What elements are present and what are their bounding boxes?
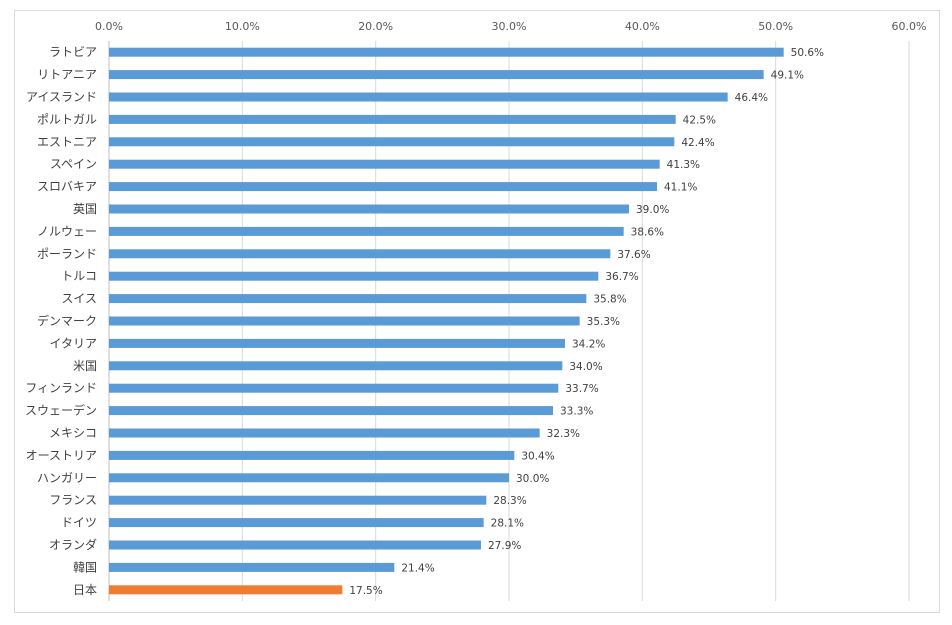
x-tick-label: 0.0% bbox=[95, 20, 123, 33]
bar bbox=[109, 92, 728, 102]
bar bbox=[109, 114, 676, 124]
category-label: デンマーク bbox=[37, 313, 97, 328]
bar bbox=[109, 406, 553, 416]
data-label: 39.0% bbox=[636, 204, 669, 216]
x-tick-label: 30.0% bbox=[492, 20, 527, 33]
bar-chart: 0.0% 10.0% 20.0% 30.0% 40.0% 50.0% 60.0% ラトビアリ… bbox=[25, 20, 926, 601]
bar bbox=[109, 70, 764, 80]
category-label: 米国 bbox=[73, 359, 97, 373]
data-label: 49.1% bbox=[771, 70, 804, 82]
category-label: イタリア bbox=[49, 336, 97, 350]
category-label: リトアニア bbox=[37, 68, 97, 82]
bar bbox=[109, 204, 629, 214]
bar bbox=[109, 540, 481, 550]
category-label: 日本 bbox=[73, 583, 97, 597]
bars bbox=[109, 47, 784, 595]
data-label: 46.4% bbox=[735, 92, 768, 104]
category-label: フィンランド bbox=[25, 381, 97, 395]
category-label: フランス bbox=[49, 493, 97, 507]
bar bbox=[109, 585, 343, 595]
bar bbox=[109, 271, 599, 281]
category-label: ドイツ bbox=[61, 516, 97, 530]
category-label: エストニア bbox=[37, 135, 97, 149]
chart-frame: 0.0% 10.0% 20.0% 30.0% 40.0% 50.0% 60.0% ラトビアリ… bbox=[14, 10, 940, 613]
data-label: 21.4% bbox=[401, 562, 434, 574]
category-label: スロバキア bbox=[37, 180, 97, 194]
bar bbox=[109, 137, 675, 147]
category-label: ハンガリー bbox=[37, 471, 97, 485]
bar bbox=[109, 338, 565, 348]
category-label: ポルトガル bbox=[37, 112, 97, 126]
category-label: オランダ bbox=[49, 537, 97, 552]
data-label: 50.6% bbox=[791, 47, 824, 59]
data-label: 42.5% bbox=[683, 114, 716, 126]
category-label: アイスランド bbox=[26, 90, 97, 104]
category-label: スウェーデン bbox=[25, 403, 97, 418]
category-label: スイス bbox=[61, 292, 97, 306]
category-label: 韓国 bbox=[73, 560, 97, 574]
x-tick-label: 60.0% bbox=[892, 20, 927, 33]
category-label: メキシコ bbox=[49, 426, 97, 440]
bar bbox=[109, 450, 515, 460]
bar bbox=[109, 182, 657, 192]
category-labels: ラトビアリトアニアアイスランドポルトガルエストニアスペインスロバキア英国ノルウェ… bbox=[25, 45, 97, 597]
data-label: 36.7% bbox=[605, 271, 638, 283]
data-label: 33.3% bbox=[560, 406, 593, 418]
category-label: ノルウェー bbox=[37, 224, 97, 238]
data-label: 41.3% bbox=[667, 159, 700, 171]
data-label: 38.6% bbox=[631, 226, 664, 238]
bar bbox=[109, 518, 484, 528]
x-tick-label: 10.0% bbox=[225, 20, 260, 33]
bar bbox=[109, 47, 784, 57]
x-tick-label: 20.0% bbox=[358, 20, 393, 33]
category-label: オーストリア bbox=[26, 448, 97, 462]
data-label: 27.9% bbox=[488, 540, 521, 552]
data-label: 30.4% bbox=[521, 450, 554, 462]
data-label: 32.3% bbox=[547, 428, 580, 440]
data-label: 34.2% bbox=[572, 338, 605, 350]
data-label: 30.0% bbox=[516, 473, 549, 485]
category-label: ラトビア bbox=[49, 45, 97, 59]
x-tick-label: 40.0% bbox=[625, 20, 660, 33]
category-label: 英国 bbox=[73, 202, 97, 216]
data-label: 42.4% bbox=[681, 137, 714, 149]
data-label: 35.8% bbox=[593, 294, 626, 306]
bar bbox=[109, 361, 563, 371]
data-label: 34.0% bbox=[569, 361, 602, 373]
category-label: トルコ bbox=[61, 269, 97, 283]
data-labels: 50.6% 49.1%46.4% 42.5% 42.4% 41.3% 41.1% 39.0%… bbox=[349, 47, 824, 597]
category-label: スペイン bbox=[50, 157, 97, 171]
data-label: 37.6% bbox=[617, 249, 650, 261]
bar bbox=[109, 473, 509, 483]
bar bbox=[109, 159, 660, 169]
x-axis-ticks: 0.0% 10.0% 20.0% 30.0% 40.0% 50.0% 60.0% bbox=[95, 20, 926, 33]
x-tick-label: 50.0% bbox=[758, 20, 793, 33]
bar bbox=[109, 226, 624, 236]
data-label: 35.3% bbox=[587, 316, 620, 328]
data-label: 28.1% bbox=[491, 518, 524, 530]
bar bbox=[109, 294, 587, 304]
bar bbox=[109, 428, 540, 438]
data-label: 28.3% bbox=[493, 495, 526, 507]
category-label: ポーランド bbox=[37, 247, 97, 261]
bar bbox=[109, 383, 559, 393]
bar bbox=[109, 562, 395, 572]
data-label: 33.7% bbox=[565, 383, 598, 395]
data-label: 17.5% bbox=[349, 585, 382, 597]
bar bbox=[109, 495, 487, 505]
bar bbox=[109, 249, 611, 259]
data-label: 41.1% bbox=[664, 182, 697, 194]
bar bbox=[109, 316, 580, 326]
